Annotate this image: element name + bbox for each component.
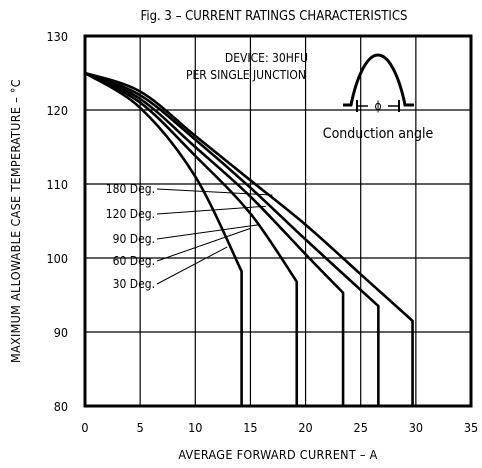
y-tick-label: 100 (47, 251, 68, 266)
y-axis-label: MAXIMUM ALLOWABLE CASE TEMPERATURE – °C (8, 79, 23, 363)
series-line-90-deg- (84, 71, 345, 406)
conduction-angle-icon: ϕ (343, 53, 414, 113)
plot-frame (83, 34, 473, 408)
x-tick-label: 25 (354, 420, 368, 435)
y-tick-label: 90 (54, 325, 68, 340)
series-label: 180 Deg. (106, 182, 155, 196)
x-tick-labels: 0 5 10 15 20 25 30 35 (81, 420, 478, 435)
x-tick-label: 20 (298, 420, 312, 435)
x-tick-label: 5 (137, 420, 144, 435)
series-leader-line (156, 224, 260, 240)
series-line-30-deg- (84, 71, 243, 406)
junction-annotation: PER SINGLE JUNCTION (186, 68, 306, 82)
series-leader-line (156, 188, 273, 196)
series-line-60-deg- (84, 71, 299, 406)
series-label: 30 Deg. (113, 277, 155, 291)
x-tick-label: 35 (464, 420, 478, 435)
series-leader-line (156, 246, 228, 285)
device-annotation: DEVICE: 30HFU (225, 51, 308, 65)
series-label: 60 Deg. (113, 254, 155, 268)
series-label: 90 Deg. (113, 232, 155, 246)
y-tick-label: 110 (47, 177, 68, 192)
y-tick-labels: 80 90 100 110 120 130 (47, 29, 68, 414)
series-labels: 180 Deg. 120 Deg. 90 Deg. 60 Deg. 30 Deg. (106, 182, 273, 291)
grid-lines (85, 36, 471, 406)
series-label: 120 Deg. (106, 207, 155, 221)
y-tick-label: 80 (54, 399, 68, 414)
chart-title: Fig. 3 – CURRENT RATINGS CHARACTERISTICS (141, 9, 408, 24)
series-leader-line (156, 205, 266, 215)
x-tick-label: 15 (243, 420, 257, 435)
series-leader-line (156, 227, 251, 262)
x-tick-label: 0 (81, 420, 88, 435)
series-lines (84, 71, 414, 406)
y-tick-label: 120 (47, 103, 68, 118)
y-tick-label: 130 (47, 29, 68, 44)
series-line-180-deg- (84, 71, 414, 406)
phi-symbol: ϕ (374, 99, 381, 113)
x-axis-label: AVERAGE FORWARD CURRENT – A (178, 447, 377, 462)
x-tick-label: 30 (409, 420, 423, 435)
x-tick-label: 10 (188, 420, 202, 435)
series-line-120-deg- (84, 71, 380, 406)
conduction-angle-label: Conduction angle (323, 126, 434, 142)
